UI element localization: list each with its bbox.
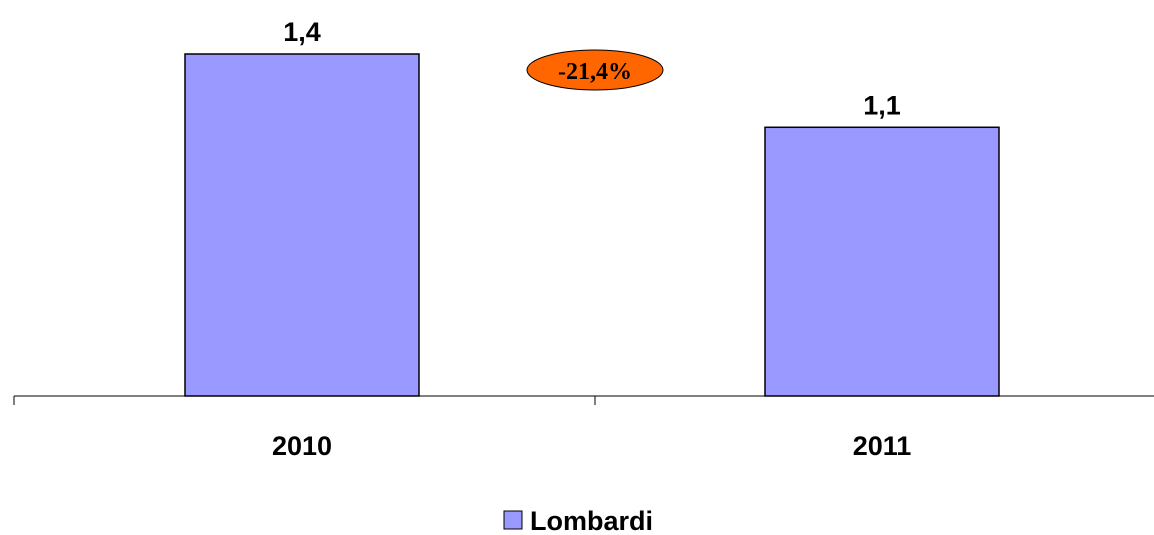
legend-swatch [503, 510, 523, 530]
x-tick-labels-group: 2010 2011 [272, 431, 911, 461]
x-tick-label-2011: 2011 [853, 431, 912, 461]
bars-group [184, 53, 1000, 397]
change-badge-text: -21,4% [558, 59, 632, 85]
value-label-2011: 1,1 [863, 90, 901, 120]
legend: Lombardi [503, 506, 653, 535]
bar-2011 [764, 126, 1000, 397]
x-tick-label-2010: 2010 [272, 431, 332, 461]
change-badge-ellipse [526, 49, 664, 91]
legend-label: Lombardi [530, 506, 653, 535]
value-label-2010: 1,4 [283, 17, 321, 47]
bar-2010 [184, 53, 420, 397]
change-badge: -21,4% [526, 49, 664, 91]
value-labels-group: 1,4 1,1 [283, 17, 901, 120]
